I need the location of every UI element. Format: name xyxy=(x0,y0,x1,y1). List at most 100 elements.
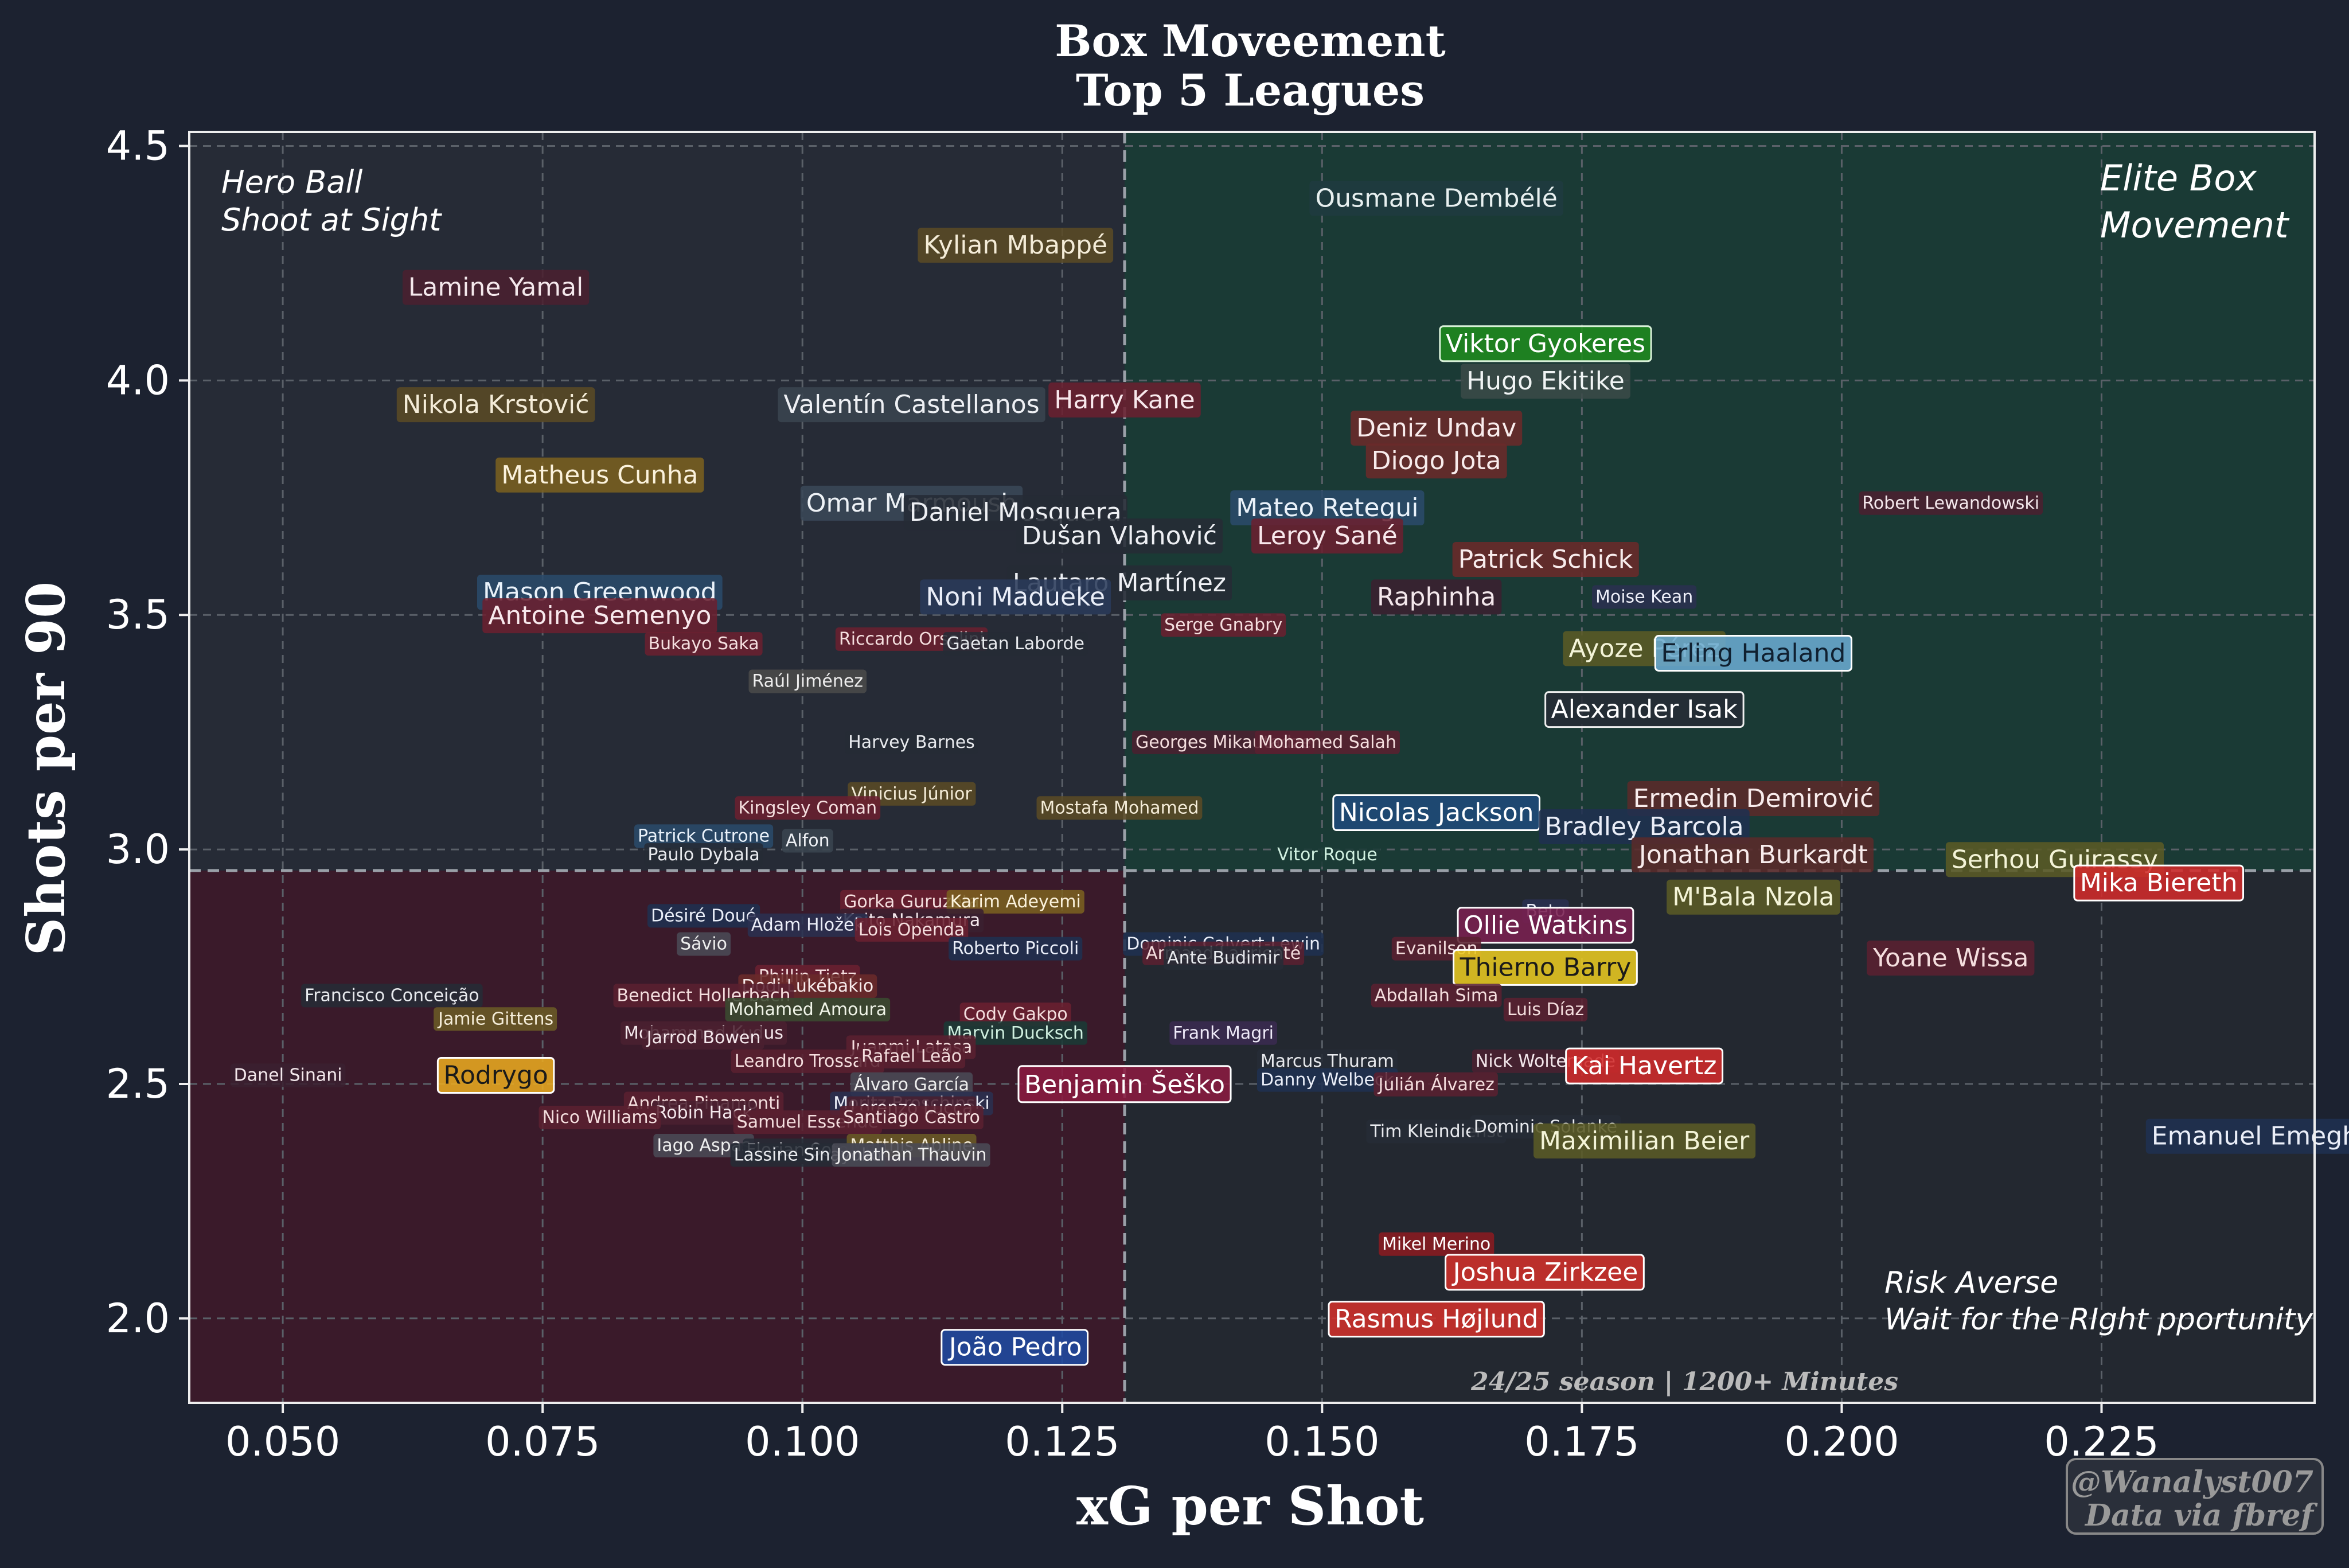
data-point: Raúl Jiménez xyxy=(748,669,867,693)
point-label: Robert Lewandowski xyxy=(1862,493,2039,513)
point-label-box xyxy=(748,669,867,693)
point-label: Diogo Jota xyxy=(1372,446,1501,475)
point-label: Yoane Wissa xyxy=(1872,943,2028,973)
point-label-box xyxy=(854,918,969,942)
point-label-box xyxy=(653,1134,754,1158)
point-label: Désiré Doué xyxy=(651,906,756,926)
y-tick-label: 4.5 xyxy=(106,123,170,170)
data-point: Mohamed Salah xyxy=(1254,730,1400,754)
data-point: Moise Kean xyxy=(1591,585,1697,609)
point-label: Gaetan Laborde xyxy=(946,634,1084,654)
point-label: Mohamed Salah xyxy=(1258,732,1396,752)
point-label-box xyxy=(943,632,1088,656)
point-label-box xyxy=(840,1105,984,1129)
data-point: Mateo Retegui xyxy=(1230,490,1425,526)
point-label: Mateo Retegui xyxy=(1236,493,1418,522)
data-point: Ante Budimir xyxy=(1164,946,1283,970)
data-point: Danel Sinani xyxy=(230,1063,346,1087)
point-label-box xyxy=(1017,1065,1232,1103)
point-label: Francisco Conceição xyxy=(305,985,479,1005)
y-tick-label: 3.0 xyxy=(106,826,170,873)
point-label-box xyxy=(230,1063,346,1087)
point-label-box xyxy=(1457,907,1634,944)
point-label-box xyxy=(920,579,1111,615)
point-label-box xyxy=(301,984,483,1008)
point-label: Antoine Semenyo xyxy=(488,601,711,630)
point-label: Adam Hložek xyxy=(751,915,865,935)
point-label: Thierno Barry xyxy=(1460,953,1632,982)
point-label-box xyxy=(1379,1232,1495,1256)
point-label-box xyxy=(539,1105,661,1129)
point-label-box xyxy=(1371,579,1502,615)
point-label-box xyxy=(1667,879,1840,915)
data-point: Ollie Watkins xyxy=(1457,907,1634,944)
point-label-box xyxy=(747,913,868,937)
y-tick-label: 3.5 xyxy=(106,591,170,638)
data-point: Sávio xyxy=(677,932,731,956)
point-label: M'Bala Nzola xyxy=(1672,883,1835,912)
quadrant-label-bottom-right-1: Risk Averse xyxy=(1884,1266,2058,1300)
point-label: Valentín Castellanos xyxy=(783,390,1039,419)
point-label: Alfon xyxy=(786,831,830,851)
point-label-box xyxy=(482,598,717,634)
x-tick-label: 0.150 xyxy=(1265,1418,1379,1465)
quadrant-label-top-left-1: Hero Ball xyxy=(221,164,362,200)
data-point: M'Bala Nzola xyxy=(1667,879,1840,915)
point-label-box xyxy=(1867,941,2035,976)
data-point: Thierno Barry xyxy=(1453,949,1638,986)
data-point: Antoine Semenyo xyxy=(482,598,717,634)
data-point: Alfon xyxy=(782,829,833,853)
point-label: Kai Havertz xyxy=(1572,1051,1717,1081)
data-point: Valentín Castellanos xyxy=(778,387,1045,423)
data-point: Robin Hack xyxy=(651,1101,756,1125)
point-label: Alexander Isak xyxy=(1551,695,1738,724)
point-label: Ante Budimir xyxy=(1167,948,1280,968)
point-label-box xyxy=(850,1072,973,1097)
data-point: Paulo Dybala xyxy=(644,843,763,867)
data-point: Ermedin Demirović xyxy=(1627,781,1880,816)
point-label-box xyxy=(1544,691,1745,728)
point-label: Nikola Krstović xyxy=(403,390,590,419)
x-axis-label: xG per Shot xyxy=(1076,1475,1425,1537)
chart-title: Box Moveement xyxy=(1055,15,1446,67)
point-label: Paulo Dybala xyxy=(647,845,759,865)
data-point: Harvey Barnes xyxy=(845,730,978,754)
credit-box xyxy=(2066,1458,2324,1535)
point-label-box xyxy=(1365,443,1507,479)
point-label-box xyxy=(735,796,881,820)
data-point: Patrick Cutrone xyxy=(634,824,774,848)
point-label-box xyxy=(1254,730,1400,754)
point-label: Serge Gnabry xyxy=(1164,615,1282,635)
point-label-box xyxy=(1048,382,1201,418)
point-label-box xyxy=(634,824,774,848)
point-label: Dušan Vlahović xyxy=(1022,521,1217,551)
data-point: Jarrod Bowen xyxy=(642,1025,764,1050)
point-label-box xyxy=(645,632,763,656)
point-label: Jonathan Burkardt xyxy=(1637,840,1868,869)
data-point: Désiré Doué xyxy=(647,904,760,928)
data-point: Frank Magri xyxy=(1169,1021,1278,1045)
point-label-box xyxy=(1371,984,1502,1008)
point-label: Kingsley Coman xyxy=(738,798,877,818)
point-label-box xyxy=(1859,491,2043,515)
data-point: Rasmus Højlund xyxy=(1328,1301,1545,1338)
data-point: Álvaro García xyxy=(850,1072,973,1097)
x-tick-label: 0.050 xyxy=(225,1418,340,1465)
data-point: Benedict Hollerbach xyxy=(613,984,794,1008)
data-point: Julián Álvarez xyxy=(1373,1072,1498,1097)
point-label: Mostafa Mohamed xyxy=(1040,798,1199,818)
point-label: Frank Magri xyxy=(1173,1023,1274,1043)
point-label-box xyxy=(644,843,763,867)
point-label-box xyxy=(725,997,891,1021)
point-label: Harry Kane xyxy=(1054,385,1195,415)
point-label: Leandro Trossard xyxy=(735,1051,881,1071)
point-label: Cody Gakpo xyxy=(963,1004,1068,1024)
data-point: Deniz Undav xyxy=(1351,410,1523,446)
data-point: Mika Biereth xyxy=(2073,864,2244,902)
x-tick-label: 0.075 xyxy=(485,1418,600,1465)
data-point: Karim Adeyemi xyxy=(946,890,1084,914)
data-point: Lois Openda xyxy=(854,918,969,942)
point-label-box xyxy=(1534,1123,1756,1159)
y-tick-label: 4.0 xyxy=(106,357,170,404)
